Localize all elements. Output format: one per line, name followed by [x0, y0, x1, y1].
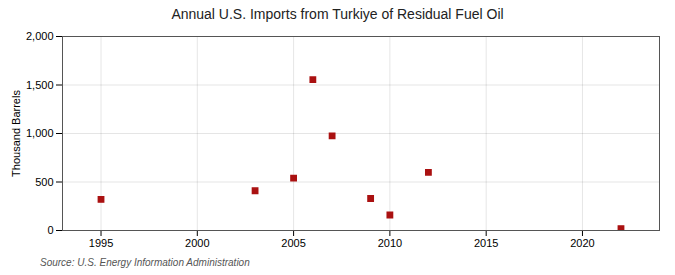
- html-text:Source: U.S. Energy Informatio: Source: U.S. Energy Information Administ…: [40, 257, 250, 268]
- svg-text:2005: 2005: [281, 237, 305, 249]
- svg-text:1995: 1995: [89, 237, 113, 249]
- svg-text:2,000: 2,000: [26, 30, 54, 42]
- svg-text:2000: 2000: [185, 237, 209, 249]
- svg-text:1,000: 1,000: [26, 127, 54, 139]
- svg-text:Thousand Barrels: Thousand Barrels: [10, 90, 22, 177]
- svg-text:0: 0: [47, 224, 53, 236]
- svg-text:2010: 2010: [378, 237, 402, 249]
- svg-text:2020: 2020: [570, 237, 594, 249]
- svg-text:1,500: 1,500: [26, 79, 54, 91]
- svg-text:2015: 2015: [474, 237, 498, 249]
- svg-text:500: 500: [35, 176, 53, 188]
- html-text:Annual U.S. Imports from Turki: Annual U.S. Imports from Turkiye of Resi…: [171, 6, 504, 22]
